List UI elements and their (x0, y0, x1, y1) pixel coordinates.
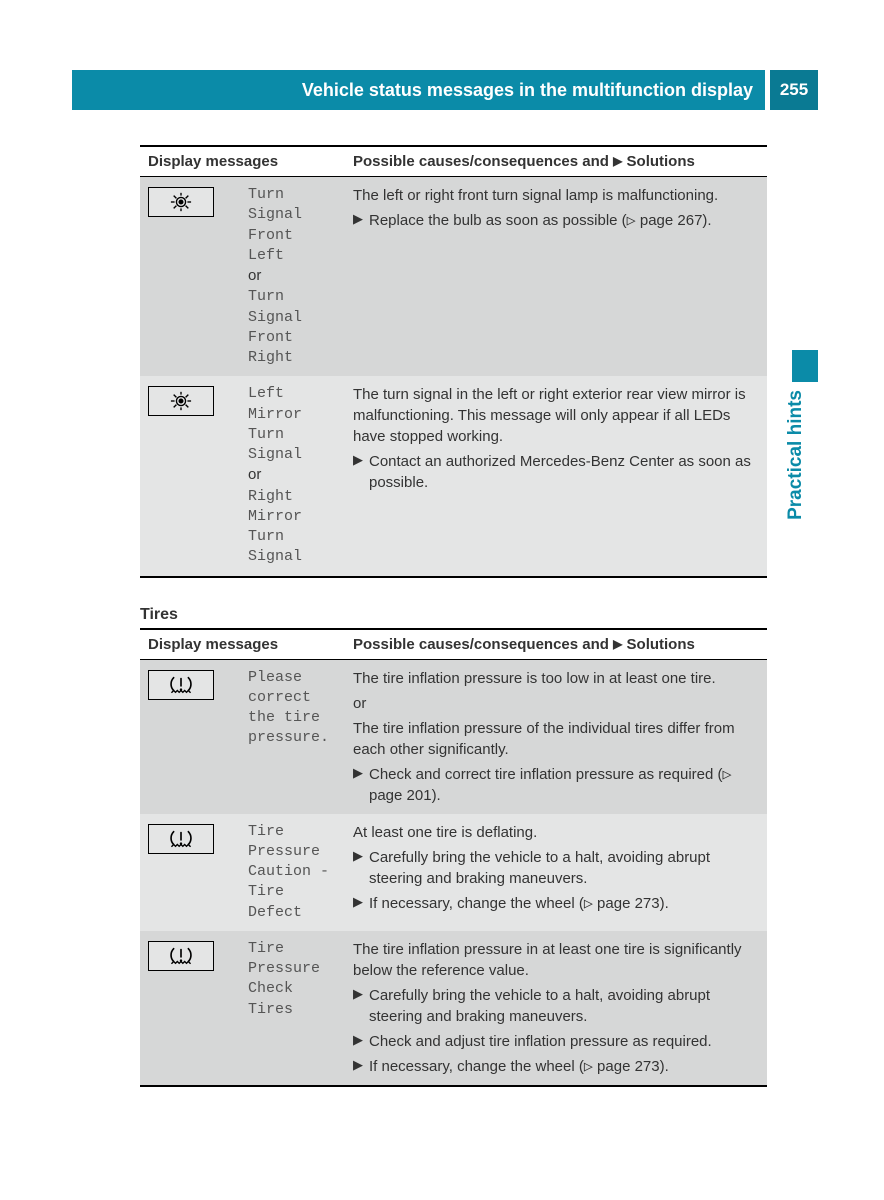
solution-text: Carefully bring the vehicle to a halt, a… (369, 847, 759, 889)
table-row: Left Mirror Turn Signal or Right Mirror … (140, 376, 767, 576)
message-cell: Tire Pressure Caution - Tire Defect (240, 814, 345, 931)
solution-cell: The tire inflation pressure in at least … (345, 931, 767, 1086)
display-message-text: Tire Pressure Caution - Tire Defect (248, 822, 337, 923)
solution-text: Contact an authorized Mercedes-Benz Cent… (369, 451, 759, 493)
bullet-icon: ▶ (353, 210, 369, 231)
solution-item: ▶Check and correct tire inflation pressu… (353, 764, 759, 806)
display-message-text: Please correct the tire pressure. (248, 668, 337, 749)
col-header-solutions: Possible causes/consequences and ▶ Solut… (345, 146, 767, 177)
tpms-icon (148, 824, 214, 854)
message-cell: Please correct the tire pressure. (240, 659, 345, 814)
cause-text: The tire inflation pressure in at least … (353, 939, 759, 981)
cause-text: The left or right front turn signal lamp… (353, 185, 759, 206)
section-heading: Tires (140, 606, 767, 624)
solution-text: Check and adjust tire inflation pressure… (369, 1031, 759, 1052)
bullet-icon: ▶ (353, 893, 369, 914)
cause-text: The tire inflation pressure is too low i… (353, 668, 759, 689)
solution-item: ▶Contact an authorized Mercedes-Benz Cen… (353, 451, 759, 493)
table-row: Tire Pressure Caution - Tire Defect At l… (140, 814, 767, 931)
display-message-text: Turn Signal Front Left or Turn Signal Fr… (248, 185, 337, 368)
content-area: Display messagesPossible causes/conseque… (140, 145, 767, 1087)
display-message-text: Tire Pressure Check Tires (248, 939, 337, 1020)
display-message-text: Left Mirror Turn Signal or Right Mirror … (248, 384, 337, 567)
icon-cell (140, 376, 240, 576)
side-tab (792, 350, 818, 382)
solution-cell: The turn signal in the left or right ext… (345, 376, 767, 576)
table-row: Please correct the tire pressure. The ti… (140, 659, 767, 814)
col-header-solutions: Possible causes/consequences and ▶ Solut… (345, 629, 767, 660)
lamp-icon (148, 187, 214, 217)
solution-item: ▶If necessary, change the wheel (▷ page … (353, 1056, 759, 1077)
cause-text: The tire inflation pressure of the indiv… (353, 718, 759, 760)
col-header-display: Display messages (140, 629, 345, 660)
bullet-icon: ▶ (353, 764, 369, 806)
message-table: Display messagesPossible causes/conseque… (140, 628, 767, 1087)
cause-text: At least one tire is deflating. (353, 822, 759, 843)
solution-text: Carefully bring the vehicle to a halt, a… (369, 985, 759, 1027)
lamp-icon (148, 386, 214, 416)
icon-cell (140, 814, 240, 931)
table-row: Turn Signal Front Left or Turn Signal Fr… (140, 177, 767, 377)
message-cell: Tire Pressure Check Tires (240, 931, 345, 1086)
bullet-icon: ▶ (353, 451, 369, 493)
icon-cell (140, 931, 240, 1086)
side-section-label: Practical hints (785, 390, 807, 520)
solution-text: Check and correct tire inflation pressur… (369, 764, 759, 806)
icon-cell (140, 177, 240, 377)
solution-text: If necessary, change the wheel (▷ page 2… (369, 893, 759, 914)
icon-cell (140, 659, 240, 814)
solution-cell: At least one tire is deflating. ▶Carefull… (345, 814, 767, 931)
page-number-text: 255 (780, 80, 808, 100)
message-cell: Turn Signal Front Left or Turn Signal Fr… (240, 177, 345, 377)
solution-item: ▶Check and adjust tire inflation pressur… (353, 1031, 759, 1052)
col-header-display: Display messages (140, 146, 345, 177)
bullet-icon: ▶ (353, 985, 369, 1027)
solution-item: ▶Carefully bring the vehicle to a halt, … (353, 847, 759, 889)
cause-or: or (353, 693, 759, 714)
solution-item: ▶Carefully bring the vehicle to a halt, … (353, 985, 759, 1027)
table-row: Tire Pressure Check Tires The tire infla… (140, 931, 767, 1086)
page-title: Vehicle status messages in the multifunc… (302, 80, 753, 101)
bullet-icon: ▶ (353, 1056, 369, 1077)
bullet-icon: ▶ (353, 847, 369, 889)
bullet-icon: ▶ (353, 1031, 369, 1052)
message-cell: Left Mirror Turn Signal or Right Mirror … (240, 376, 345, 576)
message-table: Display messagesPossible causes/conseque… (140, 145, 767, 578)
page-number: 255 (770, 70, 818, 110)
solution-cell: The left or right front turn signal lamp… (345, 177, 767, 377)
cause-text: The turn signal in the left or right ext… (353, 384, 759, 447)
header-bar: Vehicle status messages in the multifunc… (72, 70, 765, 110)
solution-text: If necessary, change the wheel (▷ page 2… (369, 1056, 759, 1077)
tpms-icon (148, 670, 214, 700)
solution-item: ▶If necessary, change the wheel (▷ page … (353, 893, 759, 914)
solution-cell: The tire inflation pressure is too low i… (345, 659, 767, 814)
solution-text: Replace the bulb as soon as possible (▷ … (369, 210, 759, 231)
tpms-icon (148, 941, 214, 971)
solution-item: ▶Replace the bulb as soon as possible (▷… (353, 210, 759, 231)
